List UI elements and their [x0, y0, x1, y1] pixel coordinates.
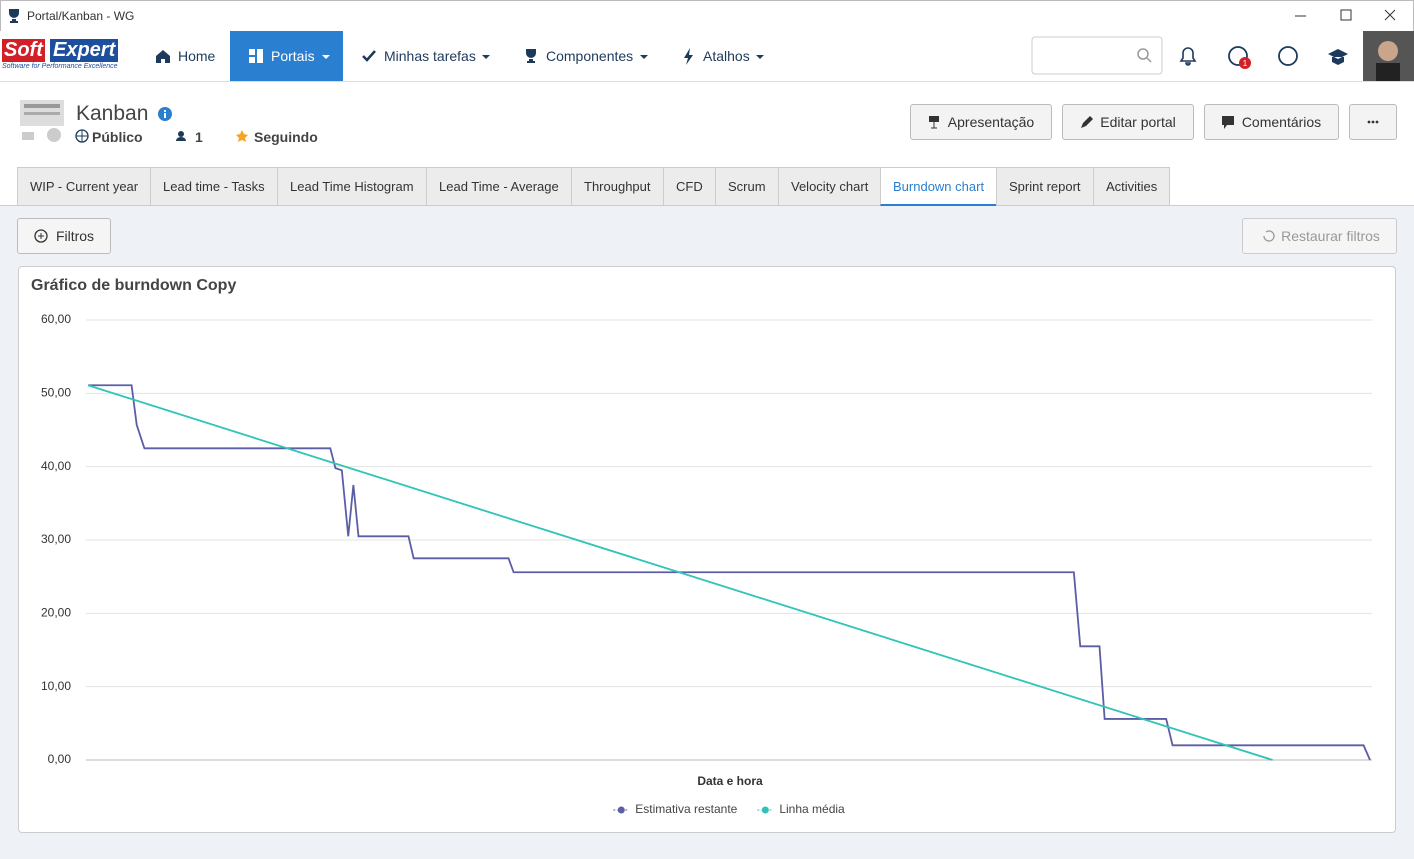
nav-tarefas[interactable]: Minhas tarefas — [384, 48, 476, 64]
y-tick-label: 30,00 — [41, 532, 71, 546]
tab[interactable]: Lead Time Histogram — [277, 167, 427, 206]
follow[interactable]: Seguindo — [254, 129, 318, 145]
x-axis-label: Data e hora — [697, 774, 763, 788]
legend-label: Linha média — [779, 802, 845, 816]
y-tick-label: 50,00 — [41, 386, 71, 400]
search-box[interactable] — [1031, 36, 1163, 75]
maximize[interactable] — [1340, 9, 1352, 21]
meta-icons — [75, 129, 248, 143]
portal-icon — [20, 100, 64, 142]
btn-apresentacao[interactable]: Apresentação — [910, 104, 1052, 140]
y-tick-label: 10,00 — [41, 679, 71, 693]
tab[interactable]: Activities — [1093, 167, 1171, 206]
chart: Gráfico de burndown Copy Data e hora 0,0… — [31, 277, 1372, 816]
y-tick-label: 40,00 — [41, 459, 71, 473]
filter-icons — [34, 229, 1275, 243]
notification-count: 1 — [1242, 59, 1248, 68]
nav-home[interactable]: Home — [178, 48, 216, 64]
nav-componentes[interactable]: Componentes — [546, 48, 634, 64]
tab[interactable]: Scrum — [715, 167, 779, 206]
logo[interactable]: Soft Expert Software for Performance Exc… — [2, 39, 130, 75]
btn-filtros[interactable]: Filtros — [17, 218, 111, 254]
close[interactable] — [1384, 9, 1396, 21]
nav-atalhos[interactable]: Atalhos — [703, 48, 750, 64]
btn-editar[interactable]: Editar portal — [1062, 104, 1194, 140]
y-tick-label: 0,00 — [48, 752, 72, 766]
y-tick-label: 60,00 — [41, 312, 71, 326]
line-series — [88, 384, 1371, 761]
y-tick-label: 20,00 — [41, 606, 71, 620]
legend-marker — [617, 806, 625, 814]
legend-marker — [761, 806, 769, 814]
portal-title: Kanban — [76, 102, 149, 125]
tab[interactable]: Throughput — [571, 167, 664, 206]
btn-more[interactable] — [1349, 104, 1397, 140]
window-controls — [1295, 9, 1396, 21]
nav-portais[interactable]: Portais — [230, 31, 343, 81]
tab[interactable]: Lead Time - Average — [426, 167, 572, 206]
legend-label: Estimativa restante — [635, 802, 737, 816]
tab[interactable]: CFD — [663, 167, 716, 206]
tab[interactable]: WIP - Current year — [17, 167, 152, 206]
chart-panel: Gráfico de burndown Copy Data e hora 0,0… — [18, 266, 1396, 833]
tab[interactable]: Lead time - Tasks — [150, 167, 278, 206]
nav-bar: Soft Expert Software for Performance Exc… — [0, 31, 1414, 82]
chart-title: Gráfico de burndown Copy — [31, 277, 236, 294]
window-title: Portal/Kanban - WG — [27, 9, 135, 23]
btn-restaurar[interactable]: Restaurar filtros — [1242, 218, 1397, 254]
logo-soft: Soft — [2, 39, 45, 62]
app-icon — [9, 9, 19, 23]
members: 1 — [195, 129, 203, 145]
btn-comentarios[interactable]: Comentários — [1204, 104, 1339, 140]
visibility: Público — [92, 129, 143, 145]
logo-expert: Expert — [50, 39, 119, 62]
logo-tagline: Software for Performance Excellence — [2, 63, 118, 70]
info-icon[interactable] — [158, 107, 172, 121]
tab[interactable]: Velocity chart — [778, 167, 882, 206]
tab[interactable]: Sprint report — [996, 167, 1094, 206]
tab[interactable]: Burndown chart — [880, 167, 998, 206]
title-bar: Portal/Kanban - WG — [0, 0, 1414, 31]
line-series — [87, 384, 1273, 761]
